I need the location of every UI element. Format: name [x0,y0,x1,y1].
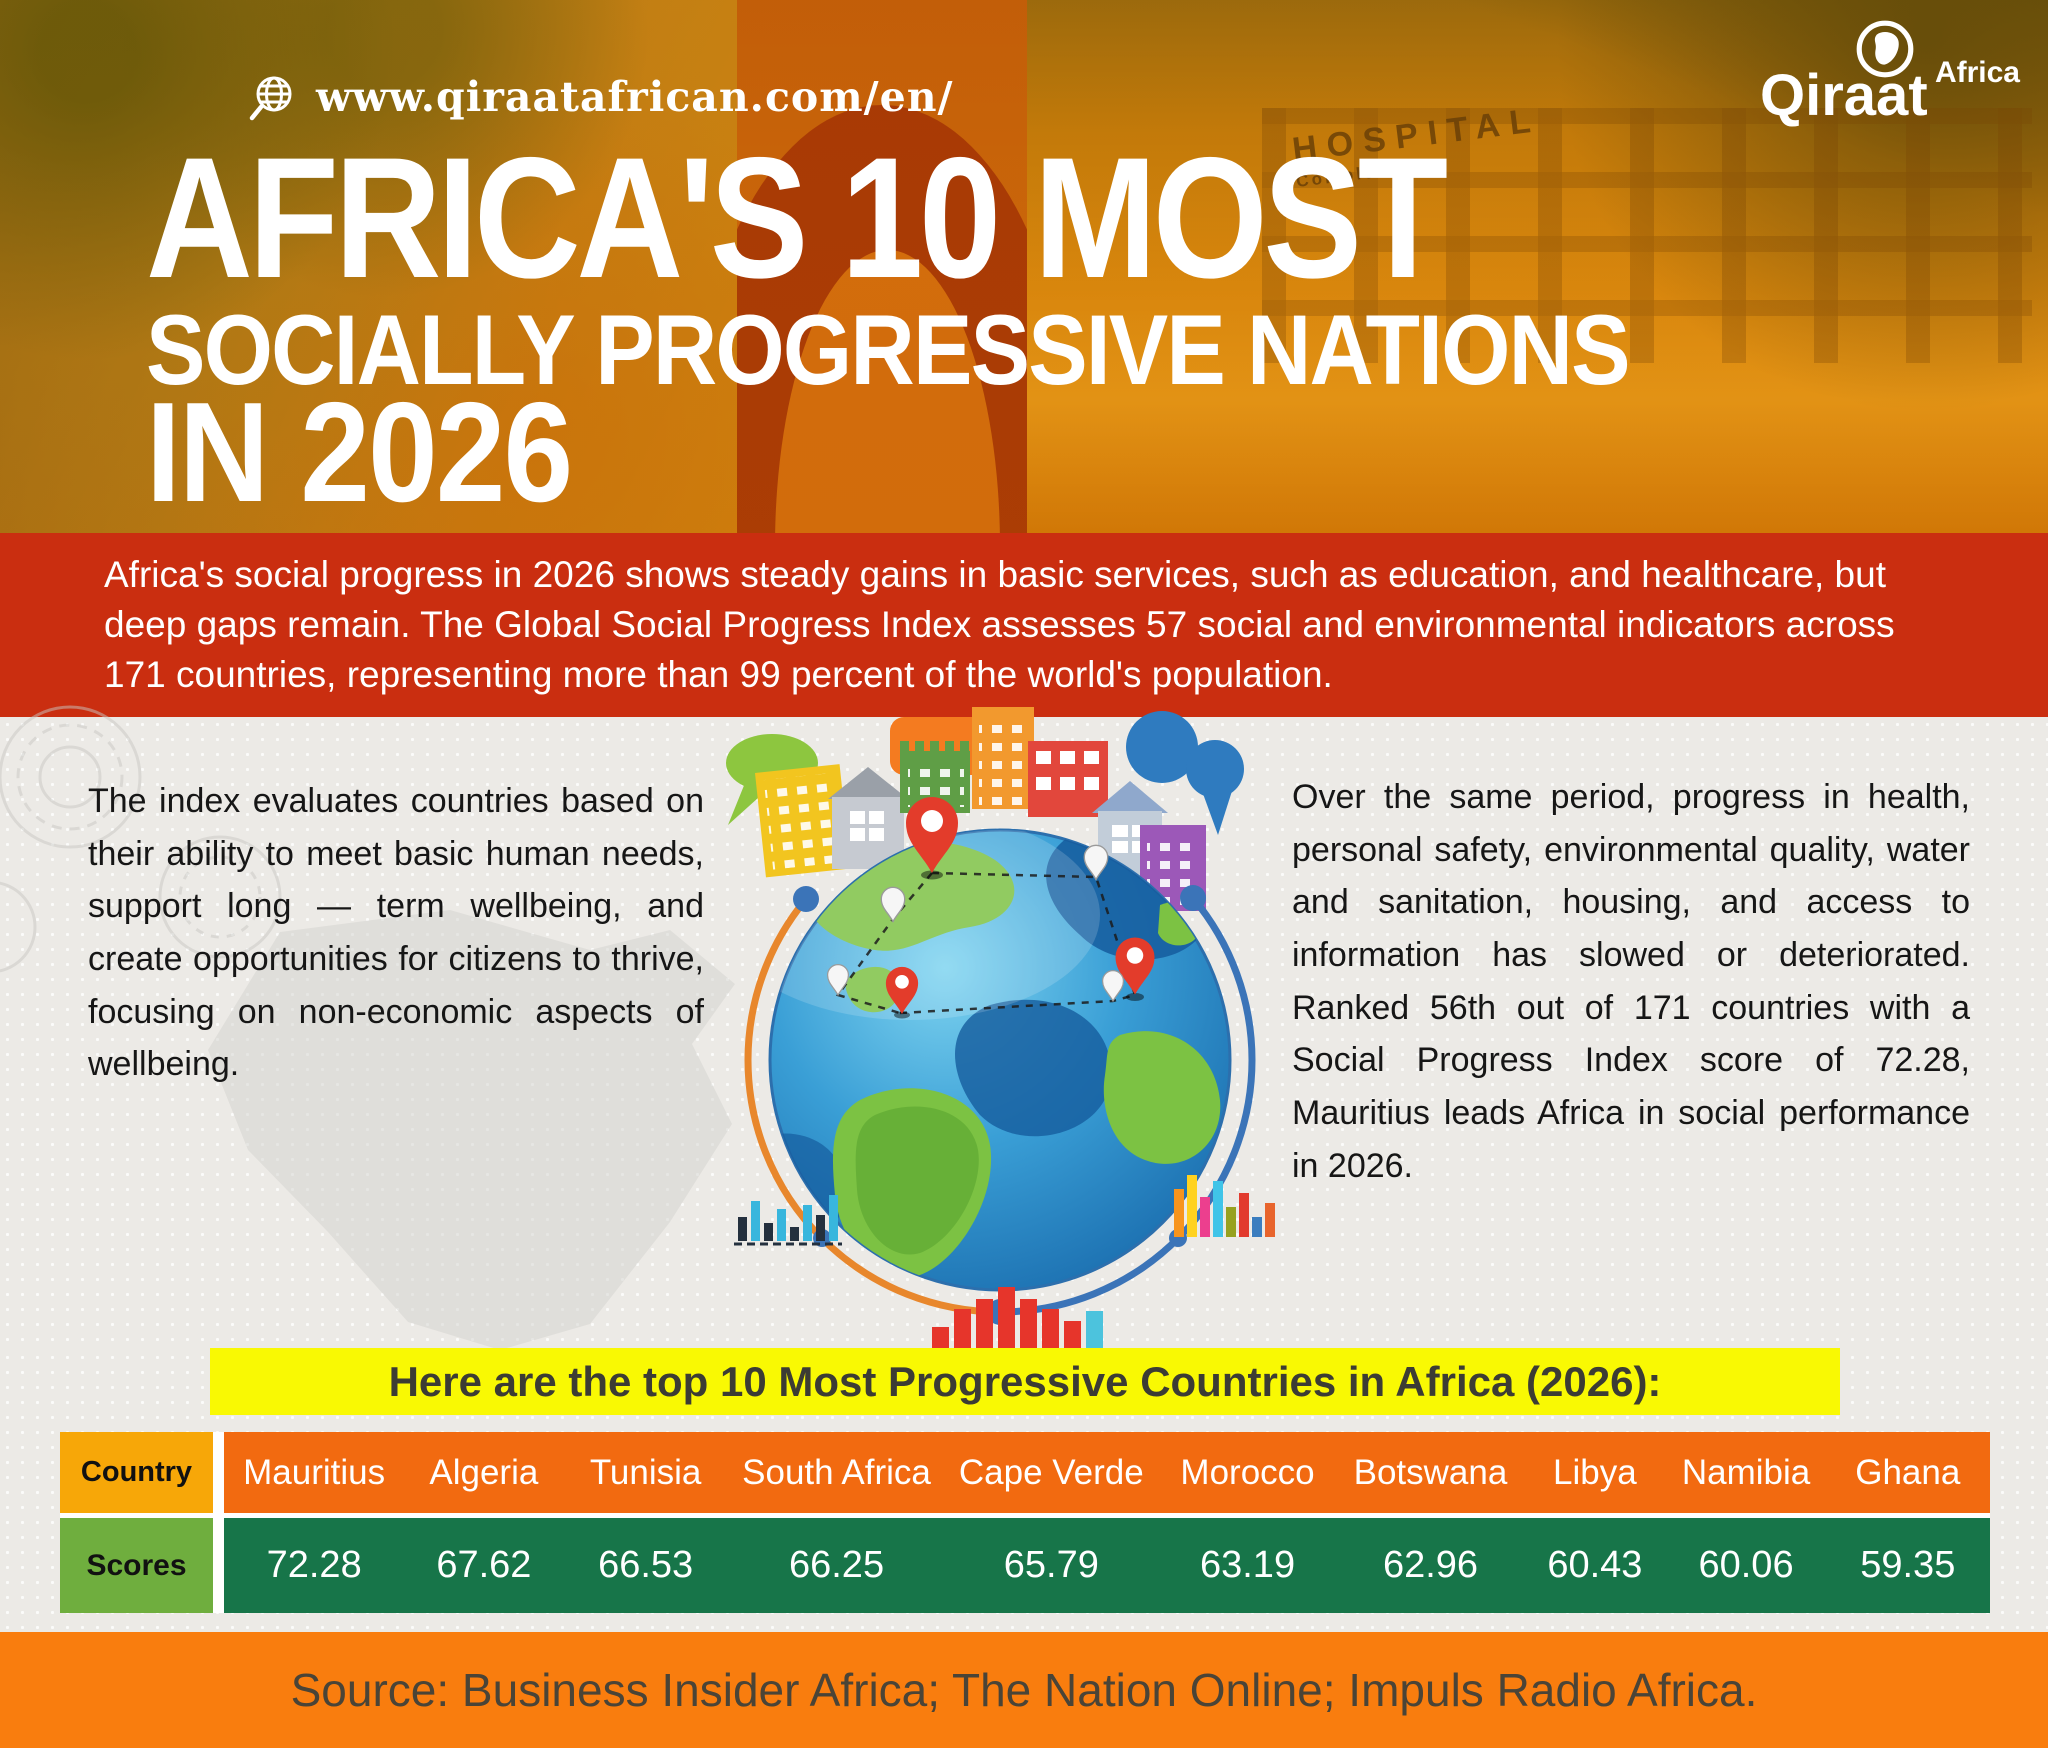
hero-photo-playground [0,0,737,533]
website-url-row: www.qiraatafrican.com/en/ [246,70,953,124]
country-cell: Libya [1553,1452,1637,1492]
country-cell: Morocco [1180,1452,1315,1492]
title-line-3: IN 2026 [146,373,573,532]
scores-row-label: Scores [60,1518,213,1613]
white-pin [880,886,906,923]
red-building [1028,741,1108,817]
score-cell: 60.06 [1698,1544,1794,1586]
logo-region-label: Africa [1934,56,2020,89]
score-cell: 62.96 [1382,1544,1479,1586]
red-pin-large [906,797,958,873]
speech-bubble-blue [1126,711,1244,835]
paisley-decoration [0,705,282,973]
orange-tower [972,707,1034,809]
map-pins [826,797,1155,1019]
body-section: The index evaluates countries based on t… [0,705,2048,1357]
red-pin-left [885,966,919,1014]
scores-row: 72.28 67.62 66.53 66.25 65.79 63.19 62.9… [224,1518,1990,1613]
bar-chart-bottom [932,1287,1103,1357]
score-cell: 66.25 [788,1544,885,1586]
white-pin [1083,844,1109,881]
africa-map-silhouette [208,910,735,1350]
right-paragraph: Over the same period, progress in health… [1292,778,1970,1185]
earth-globe [768,828,1232,1292]
globe-magnifier-icon [249,76,292,121]
country-row-label: Country [60,1432,213,1513]
city-buildings [755,707,1206,911]
qiraat-africa-logo: Qiraat Africa [1760,16,2020,134]
title-line-1: AFRICA'S 10 MOST [146,122,1448,314]
country-cell: Tunisia [589,1452,702,1492]
yellow-building [755,764,851,878]
score-cell: 59.35 [1860,1544,1956,1586]
red-pin-right [1115,937,1155,995]
building-windows-texture [1262,108,2032,363]
orange-overlay [0,0,2048,533]
hero-header: HOSPITAL Complex www.qiraatafrican.com/e… [0,0,2048,533]
country-cell: Mauritius [243,1452,386,1492]
africa-globe-icon [1856,20,1914,78]
country-cell: Botswana [1353,1452,1508,1492]
ranking-title-banner: Here are the top 10 Most Progressive Cou… [210,1348,1840,1415]
hero-photo-hospital: HOSPITAL Complex [1027,0,2048,533]
title-line-2: SOCIALLY PROGRESSIVE NATIONS [146,294,1631,405]
intro-banner: Africa's social progress in 2026 shows s… [0,533,2048,717]
country-cell: Cape Verde [958,1452,1144,1492]
country-cell: Algeria [429,1452,539,1492]
score-cell: 72.28 [266,1544,362,1586]
table-data-area: Mauritius Algeria Tunisia South Africa C… [224,1432,1990,1613]
logo-wordmark: Qiraat [1760,63,1928,128]
globe-illustration [726,707,1275,1357]
white-pin [1101,970,1125,1003]
intro-text: Africa's social progress in 2026 shows s… [104,553,1895,696]
country-cell: South Africa [742,1452,931,1492]
score-cell: 66.53 [598,1544,694,1586]
score-cell: 67.62 [436,1544,532,1586]
ranking-table: Country Scores Mauritius Algeria Tunisia… [60,1432,1990,1613]
country-row: Mauritius Algeria Tunisia South Africa C… [224,1432,1990,1513]
website-url[interactable]: www.qiraatafrican.com/en/ [316,73,954,121]
score-cell: 60.43 [1547,1544,1643,1586]
ranking-title-text: Here are the top 10 Most Progressive Cou… [388,1357,1662,1405]
bar-chart-right [1174,1175,1275,1237]
bar-chart-left [734,1195,842,1246]
row-label-column: Country Scores [60,1432,213,1613]
score-cell: 63.19 [1199,1544,1296,1586]
hero-photo-arch-building [737,0,1027,533]
source-bar: Source: Business Insider Africa; The Nat… [0,1632,2048,1748]
white-pin [826,964,850,997]
left-paragraph: The index evaluates countries based on t… [88,782,704,1084]
country-cell: Ghana [1855,1452,1961,1492]
source-text: Source: Business Insider Africa; The Nat… [290,1664,1758,1716]
score-cell: 65.79 [1003,1544,1099,1586]
route-dashed-lines [835,871,1137,1015]
country-cell: Namibia [1681,1452,1811,1492]
